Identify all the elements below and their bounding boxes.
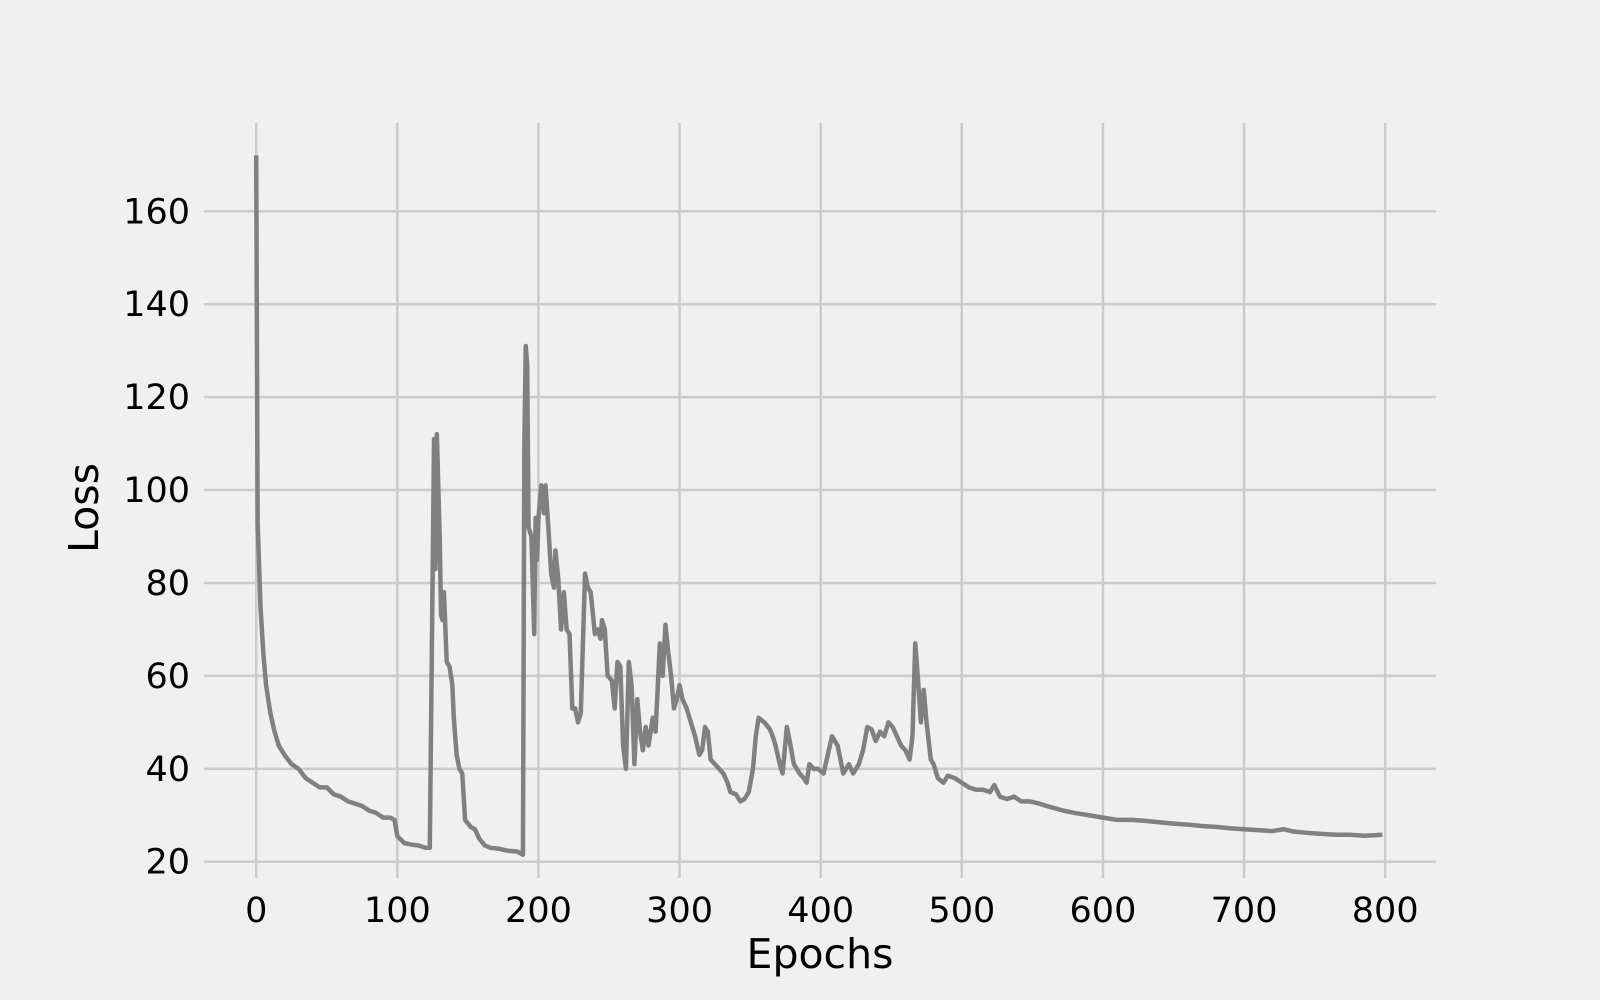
y-axis-label: Loss xyxy=(60,463,108,553)
y-tick-label: 100 xyxy=(123,471,190,511)
grid xyxy=(204,123,1436,878)
x-axis-label: Epochs xyxy=(747,930,894,978)
y-tick-label: 20 xyxy=(145,843,190,883)
line-series xyxy=(253,155,1383,858)
x-tick-label: 400 xyxy=(787,891,854,931)
y-tick-label: 160 xyxy=(123,192,190,232)
plot-area xyxy=(253,155,1383,858)
x-tick-label: 600 xyxy=(1070,891,1137,931)
y-tick-label: 120 xyxy=(123,378,190,418)
y-tick-label: 140 xyxy=(123,285,190,325)
x-tick-label: 500 xyxy=(928,891,995,931)
x-tick-label: 800 xyxy=(1352,891,1419,931)
x-tick-label: 700 xyxy=(1211,891,1278,931)
y-tick-label: 80 xyxy=(145,564,190,604)
x-tick-label: 100 xyxy=(364,891,431,931)
y-tick-label: 40 xyxy=(145,750,190,790)
x-tick-label: 300 xyxy=(646,891,713,931)
x-tick-label: 200 xyxy=(505,891,572,931)
x-tick-label: 0 xyxy=(245,891,267,931)
y-tick-label: 60 xyxy=(145,657,190,697)
